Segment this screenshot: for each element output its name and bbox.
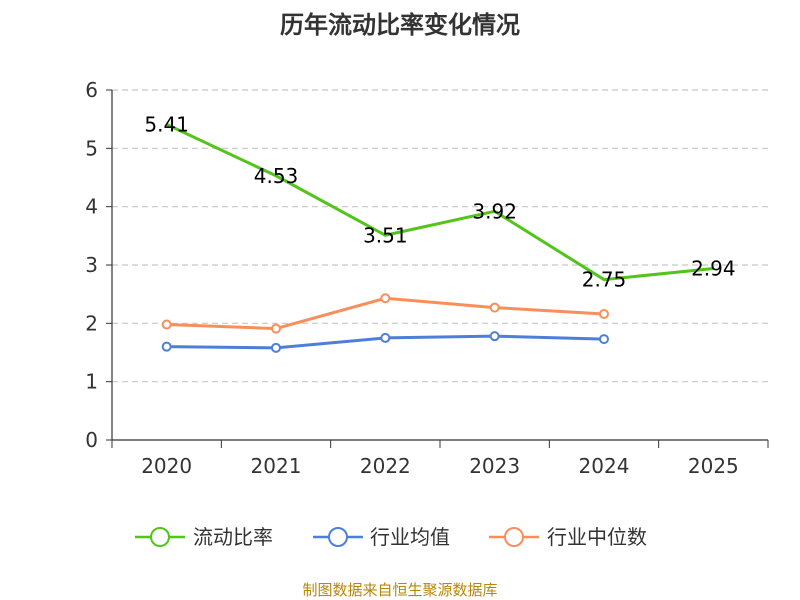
x-tick-label: 2020 <box>141 454 192 478</box>
data-point <box>271 342 281 353</box>
x-axis-ticks: 2020 2021 2022 2023 2024 2025 <box>111 440 769 478</box>
legend-label: 流动比率 <box>193 525 273 549</box>
data-point <box>161 319 172 330</box>
y-tick-label: 1 <box>85 370 98 394</box>
data-label: 5.41 <box>144 112 189 136</box>
data-point <box>380 332 391 343</box>
legend-label: 行业中位数 <box>547 525 647 549</box>
source-note: 制图数据来自恒生聚源数据库 <box>302 581 497 599</box>
legend: 流动比率 行业均值 行业中位数 <box>135 525 647 549</box>
series-group <box>161 123 714 353</box>
y-tick-label: 3 <box>85 253 98 277</box>
x-tick-label: 2023 <box>469 454 520 478</box>
legend-marker <box>150 527 170 547</box>
legend-marker <box>504 527 524 547</box>
data-point <box>271 323 281 334</box>
legend-label: 行业均值 <box>370 525 450 549</box>
data-point <box>489 331 500 342</box>
data-point <box>599 334 609 345</box>
y-tick-label: 4 <box>85 195 98 219</box>
data-label: 3.92 <box>472 199 517 223</box>
legend-marker <box>328 527 348 547</box>
x-tick-label: 2021 <box>251 454 302 478</box>
x-tick-label: 2024 <box>579 454 630 478</box>
data-point <box>599 309 609 319</box>
y-axis-ticks: 0 1 2 3 4 5 6 <box>85 78 112 452</box>
chart-title: 历年流动比率变化情况 <box>280 11 520 39</box>
data-point <box>380 293 391 304</box>
data-label: 2.75 <box>582 268 627 292</box>
y-tick-label: 6 <box>85 78 98 102</box>
data-label: 2.94 <box>691 257 736 281</box>
y-tick-label: 2 <box>85 311 98 335</box>
data-label: 4.53 <box>254 164 299 188</box>
axes <box>111 90 768 441</box>
data-label: 3.51 <box>363 223 408 247</box>
x-tick-label: 2022 <box>360 454 411 478</box>
data-point <box>489 302 500 313</box>
data-point <box>161 341 172 352</box>
y-tick-label: 0 <box>85 428 98 452</box>
series-line-1 <box>166 123 714 282</box>
data-labels: 5.41 4.53 3.51 3.92 2.75 2.94 <box>144 112 735 291</box>
y-tick-label: 5 <box>85 136 98 160</box>
x-tick-label: 2025 <box>688 454 739 478</box>
